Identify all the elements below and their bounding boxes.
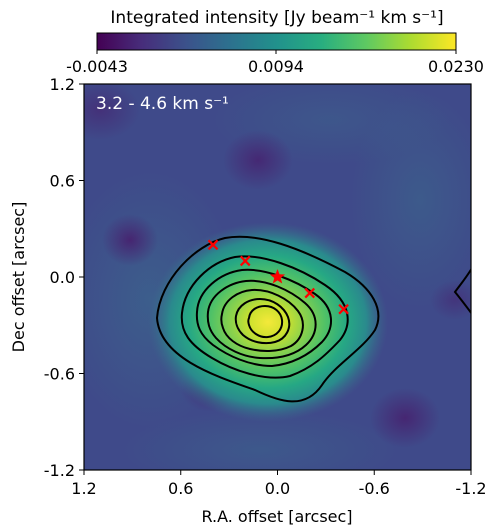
- cross-marker: [304, 287, 316, 299]
- cross-marker: [207, 239, 219, 251]
- map-structure: [120, 410, 400, 470]
- y-tick-label: 0.0: [50, 268, 75, 287]
- colorbar-tick-label: 0.0230: [428, 57, 484, 76]
- x-axis-label: R.A. offset [arcsec]: [201, 507, 352, 526]
- map-structure: [223, 130, 293, 190]
- contour-level-1: [155, 235, 380, 403]
- contour-level-6: [234, 297, 291, 345]
- map-structure: [102, 214, 158, 266]
- cross-stroke: [304, 287, 316, 299]
- contour-level-7: [247, 304, 284, 339]
- intensity-map: [84, 84, 471, 470]
- y-axis-label: Dec offset [arcsec]: [9, 202, 28, 353]
- colorbar-tick-label: 0.0094: [248, 57, 304, 76]
- x-axis: 1.2 0.6 0.0 -0.6 -1.2: [71, 470, 487, 498]
- colorbar-tick-label: -0.0043: [66, 57, 128, 76]
- cross-stroke: [338, 303, 349, 315]
- star-marker: [269, 269, 286, 284]
- y-tick-label: -0.6: [44, 365, 75, 384]
- velocity-annotation: 3.2 - 4.6 km s⁻¹: [96, 94, 229, 114]
- y-tick-label: -1.2: [44, 461, 75, 480]
- contour-level-2: [180, 255, 349, 379]
- contour-level-4: [206, 279, 317, 360]
- markers: [207, 239, 349, 315]
- cross-marker: [239, 255, 251, 267]
- cross-stroke: [239, 255, 251, 267]
- map-structure: [370, 388, 440, 448]
- y-tick-label: 0.6: [50, 172, 75, 191]
- cross-marker: [338, 303, 349, 315]
- y-axis: -1.2 -0.6 0.0 0.6 1.2: [44, 75, 84, 480]
- map-structure: [84, 84, 140, 140]
- cross-stroke: [207, 239, 219, 251]
- x-tick-label: -1.2: [455, 479, 486, 498]
- emission-peak: [148, 222, 388, 422]
- x-tick-label: 1.2: [71, 479, 96, 498]
- colorbar-label: Integrated intensity [Jy beam⁻¹ km s⁻¹]: [110, 8, 443, 28]
- x-tick-label: -0.6: [359, 479, 390, 498]
- map-structure: [430, 280, 471, 320]
- contour-level-3: [195, 268, 332, 368]
- contour-edge: [453, 267, 471, 315]
- y-tick-label: 1.2: [50, 75, 75, 94]
- colorbar: Integrated intensity [Jy beam⁻¹ km s⁻¹] …: [66, 8, 484, 76]
- x-tick-label: 0.0: [265, 479, 290, 498]
- colorbar-gradient: [96, 32, 457, 51]
- x-tick-label: 0.6: [168, 479, 193, 498]
- contours: [155, 235, 471, 403]
- contour-level-5: [220, 288, 304, 352]
